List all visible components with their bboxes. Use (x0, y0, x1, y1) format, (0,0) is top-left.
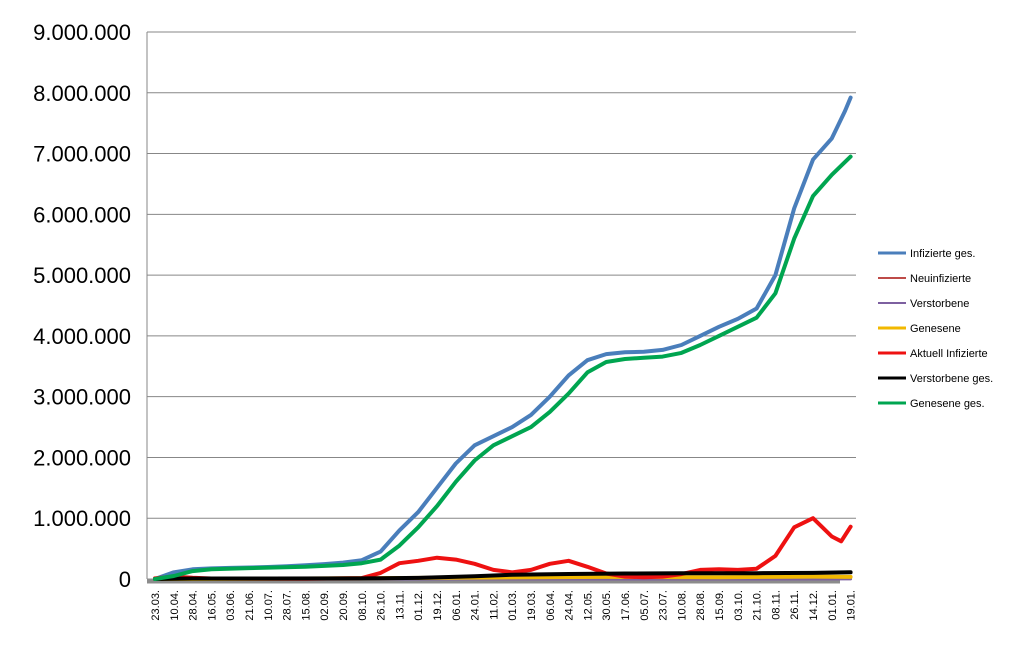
x-tick-label: 10.04. (169, 590, 181, 621)
x-tick-label: 08.10. (357, 590, 369, 621)
x-tick-label: 10.08. (676, 590, 688, 621)
legend-label: Genesene ges. (910, 398, 985, 410)
series-line (153, 516, 853, 581)
series-lines (153, 95, 853, 581)
x-tick-label: 06.01. (451, 590, 463, 621)
y-tick-label: 8.000.000 (33, 81, 131, 106)
x-tick-label: 02.09. (319, 590, 331, 621)
x-tick-label: 19.12. (432, 590, 444, 621)
x-tick-label: 23.07. (658, 590, 670, 621)
x-tick-label: 24.01. (470, 590, 482, 621)
y-tick-label: 6.000.000 (33, 202, 131, 227)
x-tick-label: 23.03. (150, 590, 162, 621)
x-tick-label: 16.05. (206, 590, 218, 621)
x-tick-label: 01.01. (827, 590, 839, 621)
x-tick-label: 20.09. (338, 590, 350, 621)
y-tick-label: 7.000.000 (33, 142, 131, 167)
series-line (153, 570, 853, 581)
x-tick-label: 19.03. (526, 590, 538, 621)
x-tick-label: 28.04. (188, 590, 200, 621)
y-tick-label: 3.000.000 (33, 385, 131, 410)
legend-label: Neuinfizierte (910, 273, 971, 285)
x-tick-label: 17.06. (620, 590, 632, 621)
x-tick-label: 13.11. (394, 590, 406, 620)
x-tick-label: 01.12. (413, 590, 425, 621)
legend-label: Infizierte ges. (910, 248, 975, 260)
x-tick-label: 11.02. (488, 590, 500, 620)
series-line (153, 154, 853, 581)
x-tick-label: 06.04. (545, 590, 557, 621)
x-tick-label: 08.11. (770, 590, 782, 620)
y-tick-label: 2.000.000 (33, 445, 131, 470)
y-tick-label: 4.000.000 (33, 324, 131, 349)
x-tick-label: 21.10. (752, 590, 764, 621)
y-axis-tick-labels: 0 1.000.000 2.000.000 3.000.000 4.000.000 5.0… (33, 20, 131, 592)
x-tick-label: 26.11. (789, 590, 801, 620)
legend-label: Genesene (910, 323, 961, 335)
legend: Infizierte ges. Neuinfizierte Verstorbene G… (878, 248, 993, 410)
x-tick-label: 03.06. (225, 590, 237, 621)
legend-label: Aktuell Infizierte (910, 348, 988, 360)
x-tick-label: 30.05. (601, 590, 613, 621)
y-tick-label: 0 (119, 567, 131, 592)
x-tick-label: 21.06. (244, 590, 256, 621)
x-tick-label: 26.10. (376, 590, 388, 621)
x-axis (146, 32, 840, 584)
x-axis-tick-labels: 23.03. 10.04. 28.04. 16.05. 03.06. 21.06. 10.0… (150, 590, 858, 621)
y-tick-label: 1.000.000 (33, 506, 131, 531)
x-tick-label: 15.08. (300, 590, 312, 621)
x-tick-label: 15.09. (714, 590, 726, 621)
x-tick-label: 28.08. (695, 590, 707, 621)
x-tick-label: 12.05. (582, 590, 594, 621)
x-tick-label: 24.04. (564, 590, 576, 621)
legend-label: Verstorbene (910, 298, 969, 310)
y-tick-label: 5.000.000 (33, 263, 131, 288)
legend-label: Verstorbene ges. (910, 373, 993, 385)
x-tick-label: 05.07. (639, 590, 651, 621)
x-tick-label: 03.10. (733, 590, 745, 621)
x-tick-label: 10.07. (263, 590, 275, 621)
x-tick-label: 19.01. (846, 590, 858, 621)
x-tick-label: 14.12. (808, 590, 820, 621)
x-tick-label: 01.03. (507, 590, 519, 621)
y-tick-label: 9.000.000 (33, 20, 131, 45)
grid-lines (147, 31, 856, 519)
x-tick-label: 28.07. (282, 590, 294, 621)
